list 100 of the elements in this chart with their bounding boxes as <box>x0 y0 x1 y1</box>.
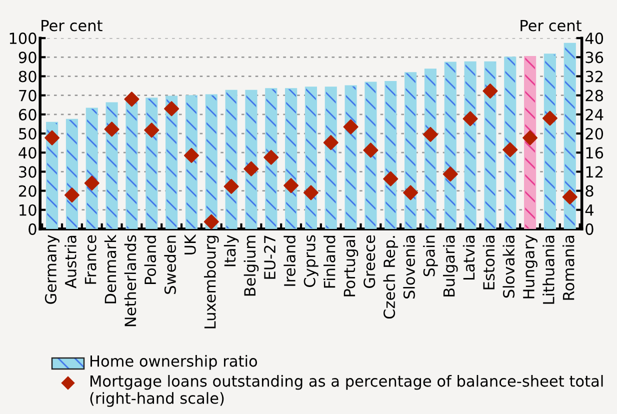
x-tick-label: Netherlands <box>124 235 136 326</box>
point <box>363 142 378 158</box>
bar <box>344 85 357 229</box>
y2-tick-label: 0 <box>586 223 594 235</box>
y-tick-label: 20 <box>19 185 36 197</box>
y-tick-label: 60 <box>18 108 36 120</box>
bar <box>564 42 576 229</box>
bar <box>444 62 456 229</box>
x-tick-label: Spain <box>423 236 438 276</box>
x-tick-label: Estonia <box>482 236 495 290</box>
point <box>422 126 438 142</box>
x-tick-label: Luxembourg <box>204 236 219 328</box>
x-tick-label: France <box>84 235 96 284</box>
bar <box>86 108 98 229</box>
y-tick-label: 50 <box>19 128 36 140</box>
x-tick-label: Denmark <box>104 234 116 304</box>
bar <box>66 118 78 229</box>
bar <box>324 86 337 229</box>
point <box>303 185 318 200</box>
y2-tick-label: 20 <box>586 128 604 140</box>
y-tick-label: 0 <box>28 223 36 235</box>
y-axis-title: Per cent <box>42 20 102 32</box>
bar <box>504 56 516 229</box>
bar <box>524 56 536 229</box>
point <box>164 101 180 116</box>
x-tick-label: Czech Rep. <box>383 236 398 319</box>
bar <box>185 95 198 229</box>
point <box>343 119 358 134</box>
y-tick-label: 100 <box>10 32 36 44</box>
bar <box>544 54 556 229</box>
y2-tick-label: 24 <box>586 108 604 120</box>
x-tick-label: UK <box>184 234 196 254</box>
y2-tick-label: 12 <box>586 166 603 178</box>
bar <box>205 94 218 229</box>
point <box>542 110 558 126</box>
x-tick-label: Italy <box>224 234 239 266</box>
x-tick-label: Portugal <box>343 236 358 296</box>
bar <box>484 61 496 229</box>
point <box>284 178 299 194</box>
point <box>462 111 478 126</box>
point <box>442 166 458 182</box>
point <box>383 171 398 186</box>
bar <box>404 72 417 229</box>
x-tick-label: Austria <box>64 236 76 288</box>
y-tick-label: 30 <box>19 166 36 178</box>
point <box>502 142 518 158</box>
point <box>184 148 199 163</box>
bar <box>166 96 178 229</box>
x-tick-label: Cyprus <box>304 235 318 287</box>
point <box>124 92 140 107</box>
legend-label: Mortgage loans outstanding as a percentage of balance-sheet total (right-hand scale) <box>90 375 603 407</box>
x-tick-label: Germany <box>44 234 60 304</box>
bar <box>304 86 317 229</box>
point <box>204 214 219 230</box>
point <box>84 176 100 191</box>
x-tick-label: Sweden <box>164 236 176 294</box>
y-tick-label: 40 <box>18 147 36 159</box>
bar <box>46 122 58 229</box>
x-tick-label: Latvia <box>462 236 475 280</box>
x-tick-label: Romania <box>562 236 574 300</box>
y2-axis-title: Per cent <box>520 20 582 32</box>
point <box>323 135 338 150</box>
x-tick-label: Ireland <box>284 236 296 286</box>
bar <box>364 82 377 229</box>
point <box>403 185 418 200</box>
x-tick-label: EU-27 <box>264 236 276 279</box>
bar <box>424 68 436 229</box>
bar <box>285 88 298 229</box>
y2-tick-label: 32 <box>586 70 603 82</box>
point <box>64 188 80 203</box>
point <box>264 150 279 165</box>
bar <box>384 81 397 229</box>
x-tick-label: Hungary <box>523 234 538 298</box>
bar <box>464 61 476 229</box>
point <box>144 122 160 138</box>
x-tick-label: Belgium <box>244 236 259 296</box>
y2-tick-label: 8 <box>586 185 594 197</box>
y2-tick-label: 16 <box>586 147 604 159</box>
point <box>44 130 60 146</box>
y2-tick-label: 4 <box>585 204 594 216</box>
bar <box>106 102 118 229</box>
bar <box>225 90 238 229</box>
legend-label: Home ownership ratio <box>90 355 258 370</box>
y2-tick-label: 40 <box>585 32 604 44</box>
y2-tick-label: 28 <box>586 90 604 102</box>
y-tick-label: 70 <box>19 90 36 102</box>
y-tick-label: 80 <box>18 70 36 82</box>
point <box>244 161 259 176</box>
y-tick-label: 90 <box>18 52 36 64</box>
y-tick-label: 10 <box>20 204 36 216</box>
x-tick-label: Slovakia <box>502 236 515 298</box>
x-tick-label: Lithuania <box>542 236 554 304</box>
point <box>104 122 120 137</box>
point <box>224 178 239 194</box>
point <box>522 130 538 146</box>
bar <box>265 88 278 229</box>
y2-tick-label: 36 <box>586 52 604 64</box>
x-tick-label: Bulgaria <box>442 236 458 296</box>
x-tick-label: Greece <box>364 235 376 288</box>
x-tick-label: Poland <box>144 236 156 284</box>
